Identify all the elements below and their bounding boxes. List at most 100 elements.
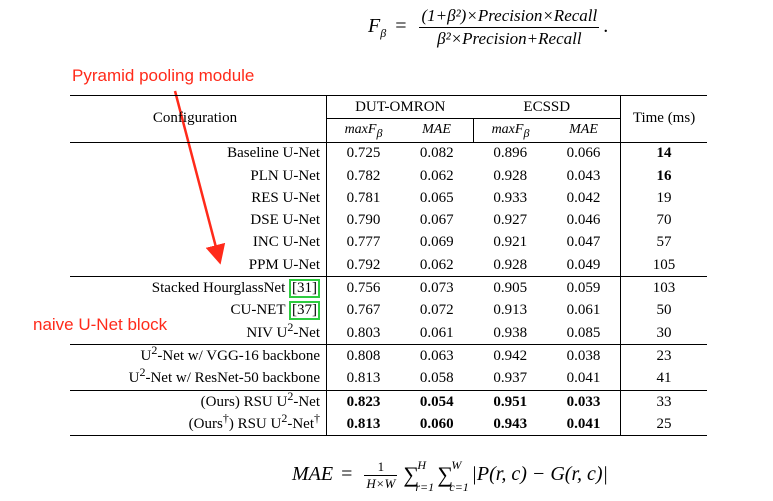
table-row: U2-Net w/ ResNet-50 backbone 0.813 0.058… (70, 366, 707, 391)
row-config: U2-Net w/ VGG-16 backbone (70, 344, 327, 368)
header-dut-omron: DUT-OMRON (326, 94, 474, 120)
row-config: Baseline U-Net (70, 141, 327, 165)
f-beta-numerator: (1+β²)×Precision×Recall (419, 6, 600, 28)
cell-ecssd-mae: 0.038 (547, 344, 621, 368)
table-row: PPM U-Net 0.792 0.062 0.928 0.049 105 (70, 254, 707, 277)
row-config: PPM U-Net (70, 254, 327, 277)
cell-ecssd-mae: 0.049 (566, 256, 601, 273)
f-beta-lhs-sub: β (380, 26, 387, 41)
row-config: Stacked HourglassNet [31] (70, 276, 327, 300)
cell-ecssd-mae: 0.046 (566, 212, 601, 229)
cell-time: 14 (620, 141, 707, 165)
f-beta-denominator: β²×Precision+Recall (437, 29, 582, 48)
pyramid-pooling-annotation: Pyramid pooling module (72, 66, 255, 85)
cell-dut-mae: 0.060 (400, 413, 474, 437)
cell-time: 57 (620, 231, 707, 255)
row-config: (Ours†) RSU U2-Net† (70, 412, 327, 437)
citation-ref: [37] (289, 301, 320, 321)
cell-ecssd-maxf: 0.937 (493, 370, 528, 387)
table-row: Stacked HourglassNet [31] 0.756 0.073 0.… (70, 276, 707, 300)
cell-ecssd-mae: 0.085 (566, 324, 601, 341)
cell-dut-maxf: 0.803 (346, 324, 381, 341)
mae-frac-num: 1 (364, 460, 398, 476)
cell-ecssd-mae: 0.061 (566, 302, 601, 319)
table-row: Baseline U-Net 0.725 0.082 0.896 0.066 1… (70, 141, 707, 165)
f-beta-fraction: (1+β²)×Precision×Recall β²×Precision+Rec… (419, 6, 600, 49)
row-config: CU-NET [37] (70, 299, 327, 322)
cell-ecssd-maxf: 0.933 (493, 189, 528, 206)
cell-dut-maxf: 0.808 (326, 344, 400, 368)
mae-body: |P(r, c) − G(r, c)| (471, 463, 609, 486)
cell-ecssd-maxf: 0.905 (473, 276, 547, 300)
cell-dut-maxf: 0.767 (346, 302, 381, 319)
header-maxf-ecssd: maxFβ (491, 122, 530, 141)
f-beta-lhs: F (368, 15, 381, 38)
cell-time: 41 (620, 367, 707, 391)
table-row: PLN U-Net 0.782 0.062 0.928 0.043 16 (70, 164, 707, 188)
cell-time: 103 (620, 276, 707, 300)
cell-time: 16 (620, 164, 707, 188)
row-config: U2-Net w/ ResNet-50 backbone (70, 366, 327, 391)
cell-time: 70 (620, 209, 707, 232)
cell-ecssd-mae: 0.042 (566, 189, 601, 206)
header-mae-ecssd: MAE (569, 122, 598, 138)
header-configuration: Configuration (70, 95, 327, 143)
cell-ecssd-maxf: 0.896 (473, 141, 547, 165)
cell-dut-mae: 0.065 (419, 189, 454, 206)
mae-equals: = (341, 463, 353, 486)
f-beta-period: . (603, 15, 609, 38)
cell-dut-maxf: 0.777 (346, 234, 381, 251)
cell-dut-maxf: 0.813 (346, 370, 381, 387)
cell-dut-maxf: 0.813 (326, 413, 400, 437)
results-table: Configuration DUT-OMRON ECSSD Time (ms) … (70, 94, 707, 437)
cell-ecssd-maxf: 0.928 (493, 167, 528, 184)
cell-dut-mae: 0.063 (400, 344, 474, 368)
cell-dut-mae: 0.072 (419, 302, 454, 319)
mae-fraction: 1 H×W (364, 460, 398, 491)
table-row: DSE U-Net 0.790 0.067 0.927 0.046 70 (70, 209, 707, 232)
header-ecssd: ECSSD (473, 94, 621, 120)
cell-ecssd-mae: 0.041 (566, 370, 601, 387)
table-row: INC U-Net 0.777 0.069 0.921 0.047 57 (70, 231, 707, 255)
row-config: RES U-Net (70, 187, 327, 210)
cell-ecssd-mae: 0.033 (547, 389, 621, 414)
cell-time: 50 (620, 299, 707, 322)
header-maxf-dut: maxFβ (344, 122, 383, 141)
cell-dut-mae: 0.058 (419, 370, 454, 387)
row-config: DSE U-Net (70, 209, 327, 232)
cell-dut-mae: 0.061 (419, 324, 454, 341)
cell-dut-mae: 0.082 (400, 141, 474, 165)
cell-ecssd-mae: 0.047 (566, 234, 601, 251)
table-row: (Ours) RSU U2-Net 0.823 0.054 0.951 0.03… (70, 389, 707, 414)
cell-dut-maxf: 0.782 (346, 167, 381, 184)
f-beta-equals: = (395, 15, 407, 38)
header-mae-dut: MAE (400, 118, 474, 143)
table-row: CU-NET [37] 0.767 0.072 0.913 0.061 50 (70, 299, 707, 322)
cell-dut-mae: 0.054 (400, 389, 474, 414)
cell-time: 30 (620, 321, 707, 345)
cell-dut-maxf: 0.756 (326, 276, 400, 300)
citation-ref: [31] (289, 279, 320, 299)
cell-ecssd-mae: 0.041 (547, 413, 621, 437)
row-config: NIV U2-Net (70, 321, 327, 345)
table-row: NIV U2-Net 0.803 0.061 0.938 0.085 30 (70, 321, 707, 345)
cell-dut-mae: 0.062 (419, 167, 454, 184)
header-row-2: maxFβ MAE maxFβ MAE (70, 118, 707, 143)
cell-ecssd-maxf: 0.928 (493, 256, 528, 273)
header-row-1: Configuration DUT-OMRON ECSSD Time (ms) (70, 94, 707, 143)
cell-ecssd-maxf: 0.951 (473, 389, 547, 414)
f-beta-formula: Fβ = (1+β²)×Precision×Recall β²×Precisio… (368, 6, 608, 49)
row-config: PLN U-Net (70, 164, 327, 188)
cell-ecssd-maxf: 0.938 (493, 324, 528, 341)
cell-time: 25 (620, 413, 707, 437)
cell-dut-maxf: 0.823 (326, 389, 400, 414)
cell-dut-mae: 0.062 (419, 256, 454, 273)
cell-dut-maxf: 0.792 (346, 256, 381, 273)
row-config: (Ours) RSU U2-Net (70, 390, 327, 414)
cell-ecssd-maxf: 0.943 (473, 413, 547, 437)
row-config: INC U-Net (70, 231, 327, 255)
cell-time: 105 (620, 254, 707, 277)
